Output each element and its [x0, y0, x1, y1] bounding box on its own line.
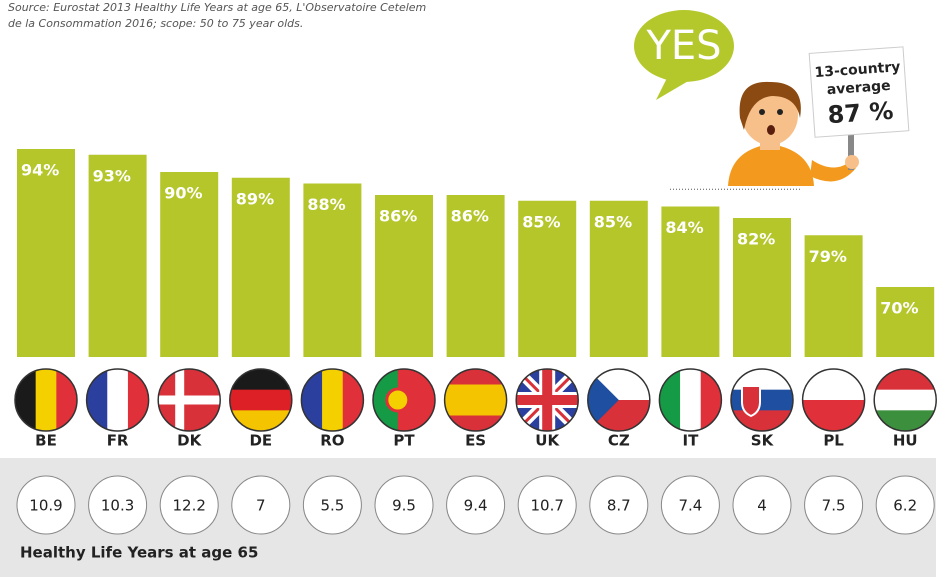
value-label: 84% — [665, 218, 703, 237]
country-code: ES — [465, 432, 486, 450]
flag-part — [803, 400, 865, 432]
country-code: RO — [320, 432, 344, 450]
flag-part — [322, 369, 344, 431]
hly-value: 9.4 — [464, 497, 488, 515]
average-sign: 13-country average 87 % — [809, 47, 909, 137]
flag-part — [230, 369, 292, 391]
value-label: 89% — [236, 189, 274, 208]
flag-part — [230, 390, 292, 412]
value-label: 70% — [880, 299, 918, 318]
hly-value: 10.3 — [101, 497, 134, 515]
country-code: FR — [107, 432, 129, 450]
flag-part — [36, 369, 58, 431]
flag-part — [874, 369, 936, 391]
source-line: Source: Eurostat 2013 Healthy Life Years… — [8, 1, 426, 14]
value-label: 85% — [522, 212, 560, 231]
hly-value: 9.5 — [392, 497, 416, 515]
hly-value: 8.7 — [607, 497, 631, 515]
value-label: 86% — [379, 207, 417, 226]
country-code: BE — [35, 432, 57, 450]
flag-part — [731, 369, 793, 391]
flag-part — [445, 385, 507, 416]
flag-part — [659, 369, 681, 431]
hly-value: 5.5 — [320, 497, 344, 515]
value-label: 86% — [451, 207, 489, 226]
chart: Source: Eurostat 2013 Healthy Life Years… — [0, 0, 940, 577]
flag-part — [680, 369, 702, 431]
country-code: UK — [535, 432, 560, 450]
value-label: 94% — [21, 161, 59, 180]
hly-value: 4 — [757, 497, 767, 515]
hly-value: 7.4 — [678, 497, 702, 515]
flag-part — [731, 410, 793, 431]
flag-part — [15, 369, 37, 431]
flag-part — [803, 369, 865, 401]
average-value: 87 % — [827, 97, 895, 130]
flag-part — [301, 369, 323, 431]
country-code: DE — [249, 432, 272, 450]
country-code: SK — [751, 432, 775, 450]
hly-value: 10.9 — [29, 497, 62, 515]
country-code: DK — [177, 432, 202, 450]
hly-value: 6.2 — [893, 497, 917, 515]
bar — [17, 149, 75, 357]
country-code: CZ — [608, 432, 630, 450]
flag-part — [516, 395, 578, 405]
value-label: 93% — [93, 166, 131, 185]
country-code: HU — [893, 432, 918, 450]
flag-part — [158, 396, 220, 405]
flag-part — [874, 390, 936, 412]
hly-value: 10.7 — [530, 497, 563, 515]
value-label: 85% — [594, 212, 632, 231]
source-line: de la Consommation 2016; scope: 50 to 75… — [8, 17, 303, 30]
flag-part — [107, 369, 129, 431]
flag-part — [742, 386, 760, 416]
answer: YES — [645, 23, 721, 69]
country-code: PT — [393, 432, 415, 450]
bar — [876, 287, 934, 357]
value-label: 90% — [164, 184, 202, 203]
value-label: 79% — [809, 247, 847, 266]
flag-part — [87, 369, 109, 431]
hly-title: Healthy Life Years at age 65 — [20, 544, 258, 562]
flag-part — [387, 389, 409, 411]
hly-value: 7 — [256, 497, 266, 515]
country-code: IT — [682, 432, 699, 450]
flag-part — [731, 390, 793, 412]
speech-bubble: YES — [634, 10, 734, 100]
value-label: 82% — [737, 230, 775, 249]
hly-value: 7.5 — [822, 497, 846, 515]
hly-value: 12.2 — [172, 497, 205, 515]
country-code: PL — [823, 432, 844, 450]
value-label: 88% — [307, 195, 345, 214]
